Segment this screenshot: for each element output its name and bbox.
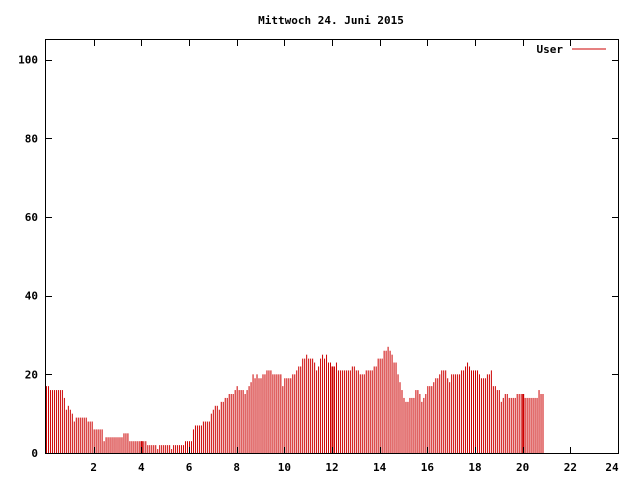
x-tick-label: 6 (186, 461, 193, 474)
y-tick-label: 60 (25, 211, 38, 224)
bars-group (46, 346, 544, 453)
ticks-group (46, 40, 619, 454)
y-tick-label: 80 (25, 132, 38, 145)
x-tick-label: 24 (605, 461, 619, 474)
legend-label: User (537, 43, 564, 56)
x-tick-label: 18 (468, 461, 481, 474)
x-tick-label: 8 (233, 461, 240, 474)
x-tick-label: 12 (325, 461, 338, 474)
x-tick-label: 20 (516, 461, 529, 474)
x-tick-label: 16 (421, 461, 435, 474)
x-tick-label: 4 (138, 461, 145, 474)
y-tick-label: 0 (31, 447, 38, 460)
x-tick-label: 14 (373, 461, 387, 474)
x-tick-label: 2 (90, 461, 97, 474)
x-tick-label: 22 (564, 461, 577, 474)
y-tick-label: 100 (18, 54, 38, 67)
y-tick-label: 40 (25, 290, 38, 303)
y-tick-label: 20 (25, 368, 38, 381)
x-tick-label: 10 (278, 461, 291, 474)
chart-title: Mittwoch 24. Juni 2015 (258, 14, 404, 27)
legend: User (537, 43, 606, 56)
plot-frame (45, 39, 619, 454)
